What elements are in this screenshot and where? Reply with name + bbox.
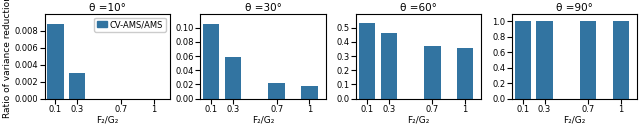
Bar: [359, 23, 375, 99]
Y-axis label: Ratio of variance reduction: Ratio of variance reduction: [3, 0, 12, 117]
Bar: [515, 21, 531, 99]
Bar: [301, 86, 317, 99]
X-axis label: F₂/G₂: F₂/G₂: [408, 115, 430, 124]
Bar: [381, 33, 397, 99]
Bar: [225, 58, 241, 99]
Title: θ =60°: θ =60°: [401, 3, 437, 13]
Bar: [268, 83, 285, 99]
Bar: [424, 46, 440, 99]
Bar: [457, 48, 474, 99]
Bar: [69, 73, 86, 99]
Legend: CV-AMS/AMS: CV-AMS/AMS: [94, 18, 166, 32]
Bar: [203, 24, 220, 99]
X-axis label: F₂/G₂: F₂/G₂: [563, 115, 586, 124]
Bar: [612, 21, 629, 99]
Bar: [536, 21, 553, 99]
Bar: [580, 21, 596, 99]
Title: θ =30°: θ =30°: [244, 3, 282, 13]
X-axis label: F₂/G₂: F₂/G₂: [96, 115, 118, 124]
Title: θ =90°: θ =90°: [556, 3, 593, 13]
X-axis label: F₂/G₂: F₂/G₂: [252, 115, 274, 124]
Title: θ =10°: θ =10°: [89, 3, 125, 13]
Bar: [47, 24, 63, 99]
